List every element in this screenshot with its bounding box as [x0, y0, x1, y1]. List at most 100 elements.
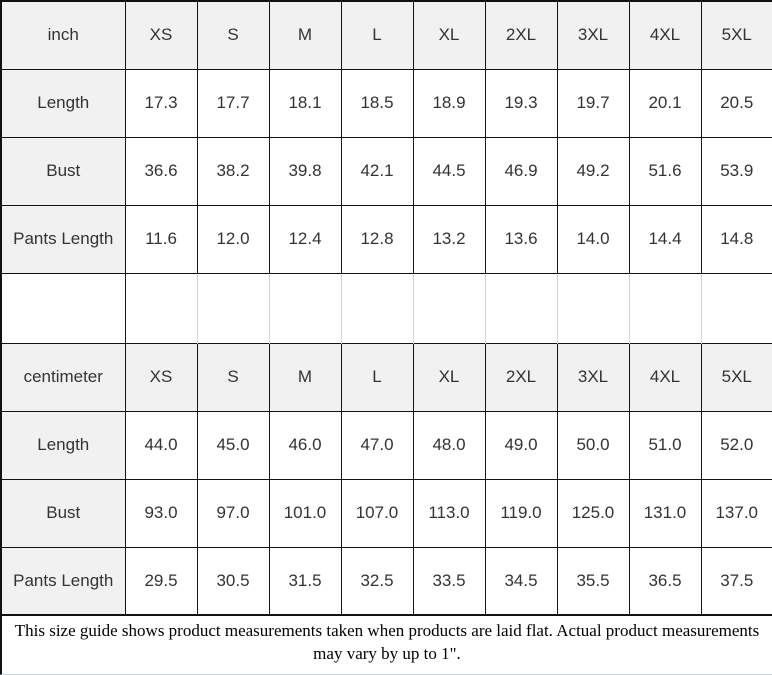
- value-cell: 13.6: [484, 204, 558, 274]
- spacer-cell: [628, 273, 701, 343]
- size-header-cell: XL: [412, 0, 486, 70]
- row-label-cell: Pants Length: [0, 204, 126, 274]
- value-cell: 20.5: [700, 68, 772, 138]
- value-cell: 44.0: [124, 410, 198, 480]
- value-cell: 18.9: [412, 68, 486, 138]
- value-cell: 113.0: [412, 478, 486, 548]
- spacer-cell: [340, 273, 413, 343]
- row-label-cell: Bust: [0, 136, 126, 206]
- value-cell: 93.0: [124, 478, 198, 548]
- value-cell: 49.2: [556, 136, 630, 206]
- value-cell: 14.4: [628, 204, 702, 274]
- value-cell: 29.5: [124, 546, 198, 616]
- value-cell: 119.0: [484, 478, 558, 548]
- value-cell: 125.0: [556, 478, 630, 548]
- spacer-cell: [196, 273, 269, 343]
- value-cell: 45.0: [196, 410, 270, 480]
- centimeter-bust-row: Bust 93.0 97.0 101.0 107.0 113.0 119.0 1…: [0, 478, 772, 548]
- size-header-cell: L: [340, 342, 414, 412]
- centimeter-header-row: centimeter XS S M L XL 2XL 3XL 4XL 5XL: [0, 342, 772, 412]
- value-cell: 34.5: [484, 546, 558, 616]
- size-header-cell: 5XL: [700, 0, 772, 70]
- size-header-cell: XS: [124, 342, 198, 412]
- unit-label-inch: inch: [0, 0, 126, 70]
- spacer-cell: [124, 273, 197, 343]
- size-header-cell: S: [196, 0, 270, 70]
- size-header-cell: 5XL: [700, 342, 772, 412]
- row-label-cell: Bust: [0, 478, 126, 548]
- value-cell: 48.0: [412, 410, 486, 480]
- size-header-cell: XL: [412, 342, 486, 412]
- value-cell: 137.0: [700, 478, 772, 548]
- value-cell: 46.0: [268, 410, 342, 480]
- size-header-cell: M: [268, 0, 342, 70]
- value-cell: 19.7: [556, 68, 630, 138]
- value-cell: 14.8: [700, 204, 772, 274]
- inch-bust-row: Bust 36.6 38.2 39.8 42.1 44.5 46.9 49.2 …: [0, 136, 772, 206]
- spacer-cell: [484, 273, 557, 343]
- value-cell: 12.8: [340, 204, 414, 274]
- value-cell: 31.5: [268, 546, 342, 616]
- value-cell: 17.7: [196, 68, 270, 138]
- value-cell: 38.2: [196, 136, 270, 206]
- value-cell: 97.0: [196, 478, 270, 548]
- value-cell: 50.0: [556, 410, 630, 480]
- size-header-cell: L: [340, 0, 414, 70]
- size-header-cell: 3XL: [556, 0, 630, 70]
- value-cell: 36.6: [124, 136, 198, 206]
- value-cell: 37.5: [700, 546, 772, 616]
- value-cell: 33.5: [412, 546, 486, 616]
- value-cell: 44.5: [412, 136, 486, 206]
- inch-pants-length-row: Pants Length 11.6 12.0 12.4 12.8 13.2 13…: [0, 204, 772, 274]
- size-header-cell: 2XL: [484, 0, 558, 70]
- footer-note-text: This size guide shows product measuremen…: [14, 621, 760, 663]
- value-cell: 52.0: [700, 410, 772, 480]
- row-label-cell: Pants Length: [0, 546, 126, 616]
- value-cell: 12.0: [196, 204, 270, 274]
- size-header-cell: 4XL: [628, 342, 702, 412]
- value-cell: 19.3: [484, 68, 558, 138]
- size-header-cell: 3XL: [556, 342, 630, 412]
- value-cell: 36.5: [628, 546, 702, 616]
- value-cell: 14.0: [556, 204, 630, 274]
- size-header-cell: 4XL: [628, 0, 702, 70]
- value-cell: 17.3: [124, 68, 198, 138]
- value-cell: 30.5: [196, 546, 270, 616]
- value-cell: 13.2: [412, 204, 486, 274]
- unit-label-centimeter: centimeter: [0, 342, 126, 412]
- value-cell: 18.1: [268, 68, 342, 138]
- value-cell: 49.0: [484, 410, 558, 480]
- centimeter-pants-length-row: Pants Length 29.5 30.5 31.5 32.5 33.5 34…: [0, 546, 772, 616]
- size-header-cell: XS: [124, 0, 198, 70]
- size-guide-table: inch XS S M L XL 2XL 3XL 4XL 5XL Length …: [0, 0, 772, 616]
- value-cell: 32.5: [340, 546, 414, 616]
- value-cell: 101.0: [268, 478, 342, 548]
- inch-header-row: inch XS S M L XL 2XL 3XL 4XL 5XL: [0, 0, 772, 70]
- value-cell: 20.1: [628, 68, 702, 138]
- value-cell: 39.8: [268, 136, 342, 206]
- value-cell: 42.1: [340, 136, 414, 206]
- value-cell: 18.5: [340, 68, 414, 138]
- value-cell: 51.0: [628, 410, 702, 480]
- row-label-cell: Length: [0, 68, 126, 138]
- value-cell: 51.6: [628, 136, 702, 206]
- inch-length-row: Length 17.3 17.7 18.1 18.5 18.9 19.3 19.…: [0, 68, 772, 138]
- spacer-cell: [556, 273, 629, 343]
- value-cell: 35.5: [556, 546, 630, 616]
- spacer-cell: [268, 273, 341, 343]
- spacer-cell: [1, 273, 125, 343]
- size-header-cell: 2XL: [484, 342, 558, 412]
- value-cell: 131.0: [628, 478, 702, 548]
- spacer-row: [1, 273, 772, 343]
- footer-note: This size guide shows product measuremen…: [0, 616, 772, 675]
- value-cell: 46.9: [484, 136, 558, 206]
- value-cell: 12.4: [268, 204, 342, 274]
- value-cell: 11.6: [124, 204, 198, 274]
- size-header-cell: S: [196, 342, 270, 412]
- value-cell: 47.0: [340, 410, 414, 480]
- spacer-cell: [700, 273, 772, 343]
- size-header-cell: M: [268, 342, 342, 412]
- spacer-cell: [412, 273, 485, 343]
- value-cell: 53.9: [700, 136, 772, 206]
